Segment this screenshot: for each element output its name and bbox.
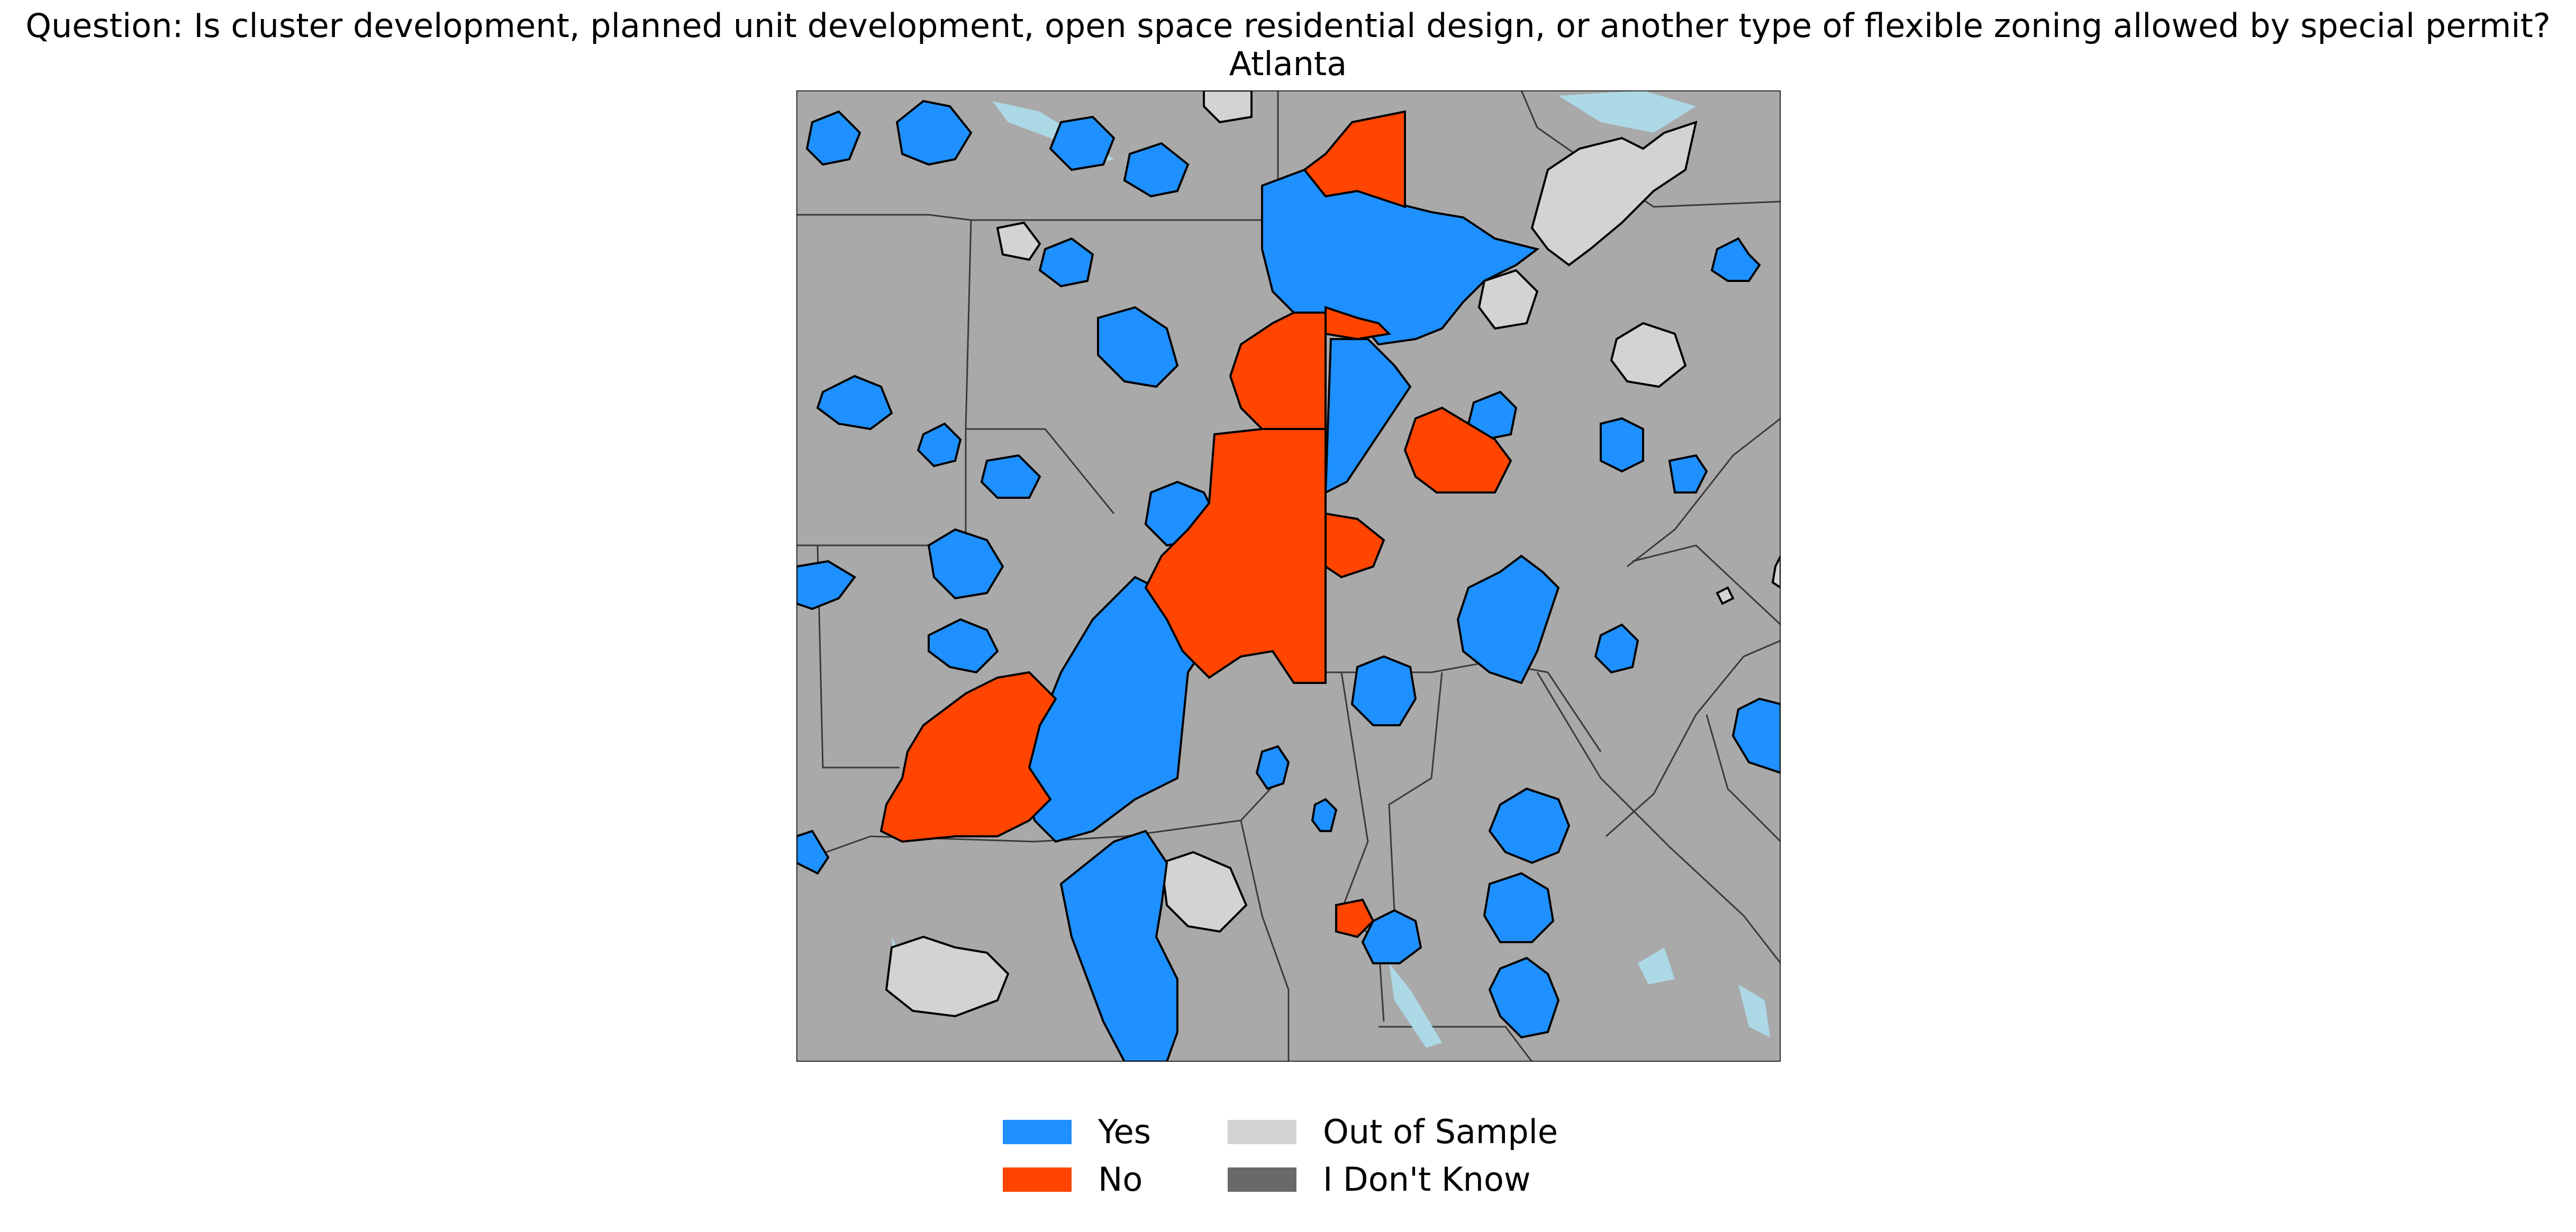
legend-item-yes: Yes — [1003, 1111, 1151, 1153]
legend-item-dont-know: I Don't Know — [1228, 1158, 1531, 1201]
legend-item-no: No — [1003, 1158, 1142, 1201]
legend-swatch-yes — [1003, 1120, 1072, 1144]
legend-label: I Don't Know — [1323, 1160, 1531, 1199]
legend-label: Out of Sample — [1323, 1112, 1558, 1151]
legend: Yes No Out of Sample I Don't Know — [1003, 1111, 1585, 1217]
legend-item-out-of-sample: Out of Sample — [1228, 1111, 1558, 1153]
no-areas — [879, 110, 1512, 938]
atlanta-map — [796, 90, 1781, 1062]
legend-label: No — [1098, 1160, 1143, 1199]
legend-swatch-out-of-sample — [1228, 1120, 1296, 1144]
chart-title: Question: Is cluster development, planne… — [25, 6, 2551, 45]
legend-swatch-no — [1003, 1167, 1072, 1192]
county-boundaries — [796, 90, 1781, 1062]
map-subtitle: Atlanta — [1229, 44, 1347, 83]
legend-swatch-dont-know — [1228, 1167, 1296, 1192]
legend-label: Yes — [1098, 1112, 1151, 1151]
